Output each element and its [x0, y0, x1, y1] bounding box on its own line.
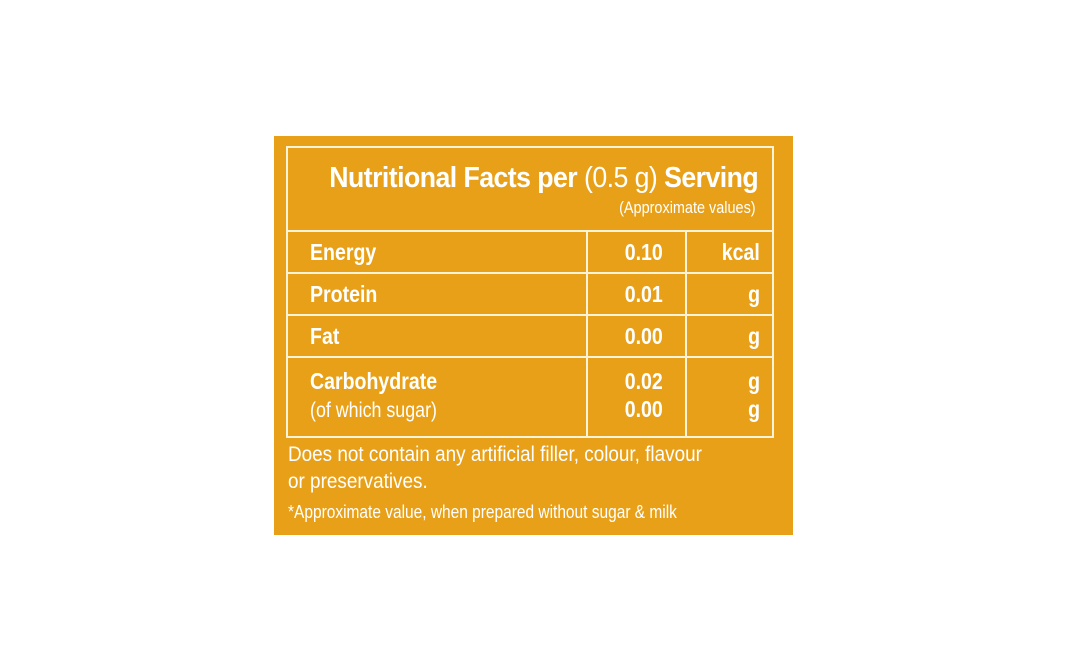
- table-subtitle: (Approximate values): [619, 198, 756, 217]
- title-part-2: Serving: [657, 162, 759, 194]
- title-serving-size: (0.5 g): [583, 162, 658, 194]
- nutrient-unit: g: [748, 323, 760, 349]
- table-row-energy: Energy 0.10 kcal: [288, 232, 772, 274]
- note-line-1: Does not contain any artificial filler, …: [288, 443, 702, 466]
- note-line-2: or preservatives.: [288, 470, 428, 493]
- ingredients-note: Does not contain any artificial filler, …: [288, 441, 738, 495]
- nutrient-value: 0.10: [588, 232, 687, 272]
- sub-nutrient-unit: g: [748, 396, 760, 422]
- table-header: Nutritional Facts per (0.5 g) Serving (A…: [288, 148, 772, 232]
- nutrient-name: Carbohydrate (of which sugar): [288, 358, 588, 436]
- nutrient-value: 0.01: [588, 274, 687, 314]
- nutrient-name: Energy: [288, 232, 588, 272]
- nutrition-facts-panel: Nutritional Facts per (0.5 g) Serving (A…: [274, 136, 793, 535]
- nutrient-value: 0.00: [588, 316, 687, 356]
- title-part-1: Nutritional Facts per: [329, 162, 584, 194]
- table-row-protein: Protein 0.01 g: [288, 274, 772, 316]
- table-row-fat: Fat 0.00 g: [288, 316, 772, 358]
- table-row-carbohydrate: Carbohydrate (of which sugar) 0.02 0.00 …: [288, 358, 772, 436]
- sub-nutrient-value: 0.00: [624, 396, 663, 422]
- nutrient-unit: kcal: [721, 239, 760, 265]
- nutrient-unit: g g: [748, 368, 760, 422]
- footnote: *Approximate value, when prepared withou…: [288, 502, 677, 522]
- nutrient-value: 0.02 0.00: [588, 358, 687, 436]
- sub-nutrient-name: (of which sugar): [310, 399, 437, 422]
- table-title: Nutritional Facts per (0.5 g) Serving: [329, 162, 758, 195]
- nutrition-table: Nutritional Facts per (0.5 g) Serving (A…: [286, 146, 774, 438]
- nutrient-name: Protein: [288, 274, 588, 314]
- nutrient-name: Fat: [288, 316, 588, 356]
- nutrient-unit: g: [748, 281, 760, 307]
